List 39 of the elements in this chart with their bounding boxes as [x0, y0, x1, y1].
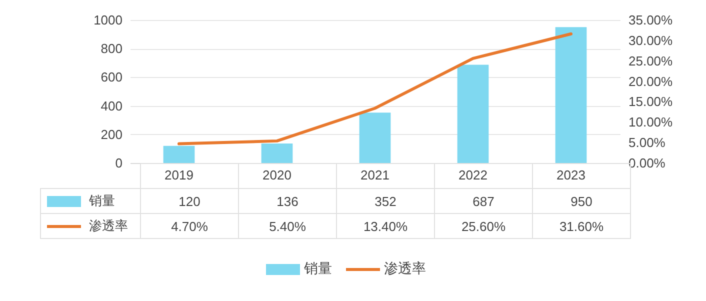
y-tick-label: 200 [100, 126, 122, 142]
y2-tick-label: 25.00% [628, 53, 674, 68]
text: 销量 [304, 260, 332, 276]
data-label: 120 [140, 188, 238, 214]
data-label: 687 [434, 188, 532, 214]
data-label: 950 [532, 188, 630, 214]
x-tick-label: 2021 [360, 168, 390, 182]
y-tick-label: 600 [100, 70, 122, 85]
data-label: 352 [336, 188, 434, 214]
y2-tick-label: 20.00% [628, 74, 674, 89]
y2-tick-label: 35.00% [628, 12, 674, 28]
x-tick-label: 2020 [262, 168, 292, 182]
bar [555, 27, 587, 163]
y2-tick-label: 30.00% [628, 32, 674, 48]
y-tick-label: 1000 [94, 12, 122, 28]
legend-label: 渗透率 [89, 218, 128, 233]
bar [359, 112, 391, 163]
y2-tick-label: 10.00% [628, 114, 674, 130]
data-label: 13.40% [336, 214, 434, 238]
y-tick-label: 0 [115, 156, 122, 170]
legend-label: 销量 [89, 193, 115, 208]
text: 渗透率 [384, 260, 426, 276]
y2-tick-label: 15.00% [628, 94, 674, 110]
y-tick-label: 400 [100, 98, 122, 114]
bar [261, 144, 293, 163]
x-tick-label: 2022 [458, 168, 488, 182]
data-label: 4.70% [140, 214, 238, 238]
data-label: 136 [238, 188, 336, 214]
y2-tick-label: 0.00% [628, 156, 666, 170]
x-tick-label: 2019 [164, 168, 194, 182]
data-label: 31.60% [532, 214, 630, 238]
x-tick-label: 2023 [556, 168, 586, 182]
data-label: 25.60% [434, 214, 532, 238]
data-label: 5.40% [238, 214, 336, 238]
y2-tick-label: 5.00% [628, 135, 666, 150]
y-tick-label: 800 [100, 41, 122, 56]
line-series [178, 32, 572, 146]
bar [457, 64, 489, 163]
bar [163, 146, 195, 163]
